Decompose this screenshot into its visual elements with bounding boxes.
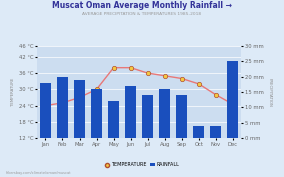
- Bar: [193, 126, 204, 138]
- Bar: [57, 77, 68, 138]
- Bar: [40, 83, 51, 138]
- Point: [128, 66, 133, 69]
- Bar: [74, 80, 85, 138]
- Point: [60, 101, 65, 104]
- Bar: [176, 95, 187, 138]
- Point: [214, 93, 218, 96]
- Bar: [142, 95, 153, 138]
- Bar: [91, 89, 102, 138]
- Point: [43, 104, 48, 107]
- Bar: [159, 89, 170, 138]
- Bar: [108, 101, 119, 138]
- Point: [145, 72, 150, 75]
- Point: [162, 74, 167, 77]
- Bar: [210, 126, 222, 138]
- Text: AVERAGE PRECIPITATION & TEMPERATURES 1985-2018: AVERAGE PRECIPITATION & TEMPERATURES 198…: [82, 12, 202, 16]
- Bar: [227, 61, 239, 138]
- Text: Muscat Oman Average Monthly Rainfall →: Muscat Oman Average Monthly Rainfall →: [52, 1, 232, 10]
- Point: [77, 96, 82, 99]
- Y-axis label: TEMPERATURE: TEMPERATURE: [11, 78, 15, 106]
- Point: [197, 82, 201, 85]
- Text: hikersbay.com/climate/oman/muscat: hikersbay.com/climate/oman/muscat: [6, 171, 71, 175]
- Bar: [125, 86, 136, 138]
- Point: [179, 77, 184, 80]
- Point: [111, 66, 116, 69]
- Legend: TEMPERATURE, RAINFALL: TEMPERATURE, RAINFALL: [105, 162, 179, 167]
- Point: [94, 88, 99, 91]
- Y-axis label: PRECIPITATION: PRECIPITATION: [268, 78, 272, 107]
- Point: [231, 103, 235, 106]
